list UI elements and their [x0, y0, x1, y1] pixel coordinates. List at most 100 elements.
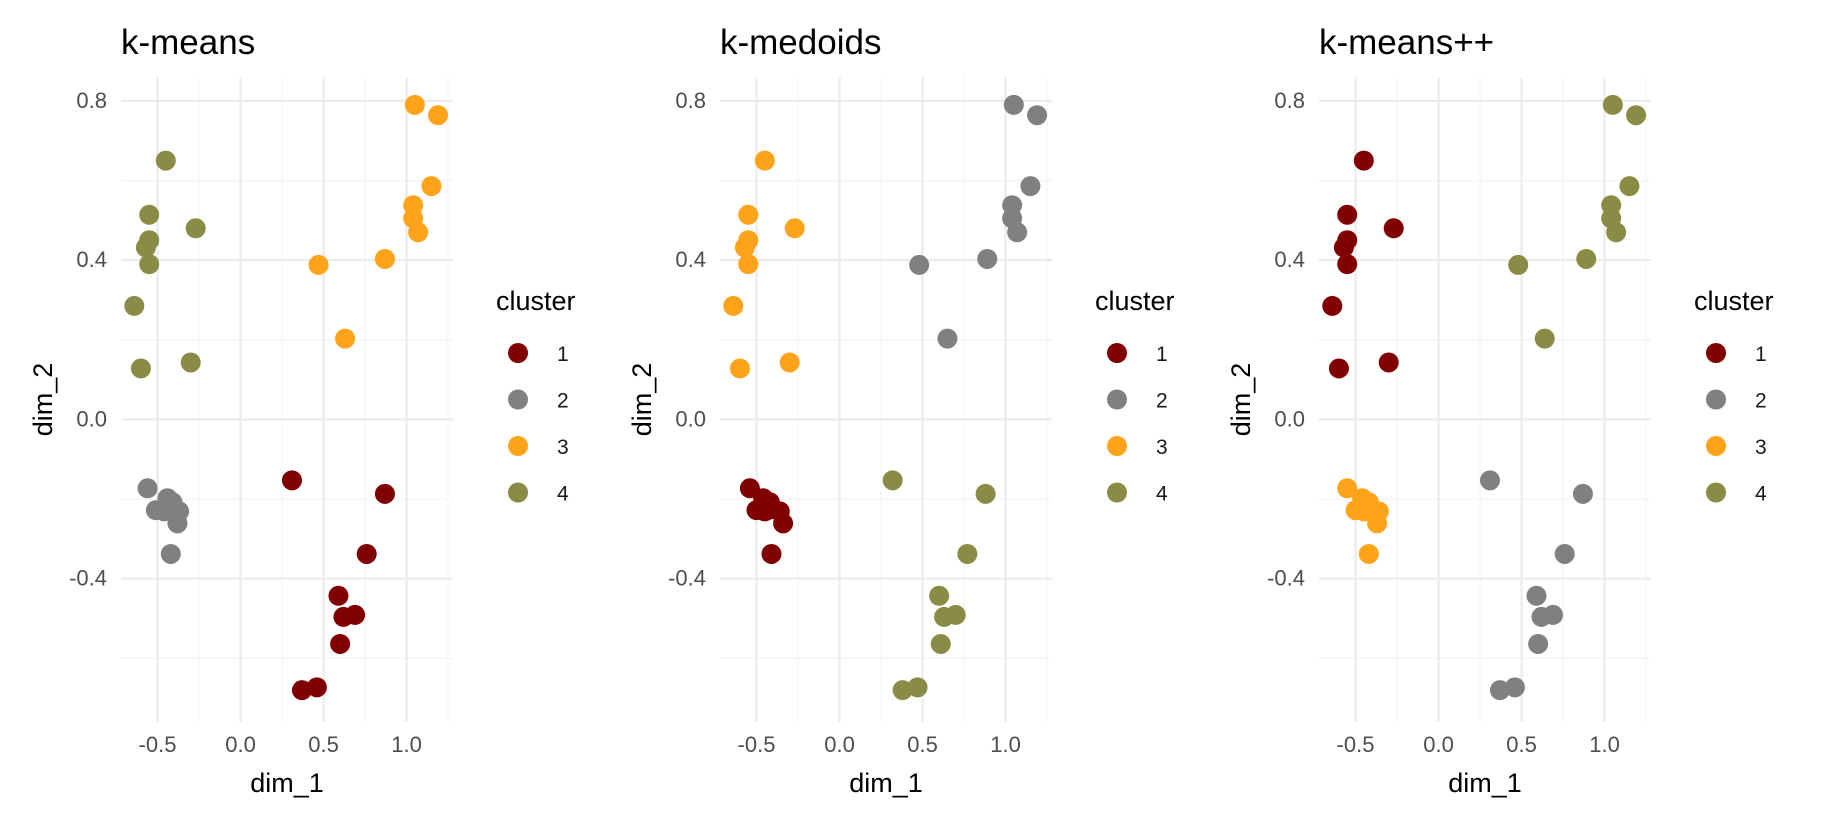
point-cluster-4	[929, 585, 950, 606]
point-cluster-1	[330, 633, 351, 654]
point-cluster-2	[1020, 176, 1041, 197]
legend-label-4: 4	[1156, 483, 1168, 506]
legend-label-4: 4	[1755, 483, 1767, 506]
y-tick-label: 0.0	[76, 406, 107, 431]
point-cluster-3	[723, 295, 744, 316]
point-cluster-4	[185, 218, 206, 239]
point-cluster-3	[308, 254, 329, 275]
point-cluster-1	[356, 543, 377, 564]
legend-label-1: 1	[1156, 343, 1168, 366]
x-axis-title: dim_1	[1448, 768, 1522, 798]
legend-key-1	[1706, 343, 1726, 363]
x-tick-label: 0.0	[824, 732, 855, 757]
x-axis-title: dim_1	[849, 768, 923, 798]
legend-label-1: 1	[557, 343, 569, 366]
legend-label-2: 2	[557, 390, 569, 413]
point-cluster-4	[130, 358, 151, 379]
y-tick-label: 0.4	[76, 247, 107, 272]
legend-title: cluster	[496, 286, 576, 316]
point-cluster-3	[1358, 543, 1379, 564]
legend-label-1: 1	[1755, 343, 1767, 366]
point-cluster-2	[1027, 105, 1048, 126]
point-cluster-4	[139, 204, 160, 225]
point-cluster-3	[738, 254, 759, 275]
legend-key-2	[1107, 389, 1127, 410]
point-cluster-1	[1353, 150, 1374, 171]
point-cluster-4	[1626, 105, 1647, 126]
x-tick-label: 1.0	[990, 732, 1021, 757]
panel-3: -0.5 0.0 0.5 1.0 -0.4 0.0 0.4 0.8 k-means++ dim_1…	[1226, 23, 1774, 798]
y-tick-label: 0.8	[76, 88, 107, 113]
point-cluster-3	[428, 105, 449, 126]
legend-label-4: 4	[557, 483, 569, 506]
point-cluster-1	[306, 677, 327, 698]
x-axis-title: dim_1	[250, 768, 324, 798]
point-cluster-1	[374, 483, 395, 504]
legend-key-2	[1706, 389, 1726, 410]
x-tick-label: -0.5	[1337, 732, 1375, 757]
x-tick-label: -0.5	[738, 732, 776, 757]
x-tick-label: 1.0	[391, 732, 422, 757]
point-cluster-4	[139, 254, 160, 275]
y-tick-label: 0.0	[675, 406, 706, 431]
panel-2: -0.5 0.0 0.5 1.0 -0.4 0.0 0.4 0.8 k-medoids dim_1…	[627, 23, 1175, 798]
legend-label-3: 3	[1755, 436, 1767, 459]
point-cluster-2	[1572, 483, 1593, 504]
point-cluster-1	[291, 680, 312, 701]
point-cluster-1	[1378, 352, 1399, 373]
x-tick-label: 0.5	[1506, 732, 1537, 757]
x-tick-label: 0.0	[1423, 732, 1454, 757]
point-cluster-4	[155, 150, 176, 171]
y-tick-label: 0.8	[1274, 88, 1305, 113]
y-axis-title: dim_2	[627, 363, 657, 437]
point-cluster-4	[1534, 328, 1555, 349]
legend-key-3	[1706, 436, 1726, 456]
point-cluster-3	[1367, 513, 1388, 534]
y-tick-label: -0.4	[668, 566, 706, 591]
point-cluster-1	[761, 543, 782, 564]
point-cluster-1	[328, 585, 349, 606]
x-tick-label: -0.5	[139, 732, 177, 757]
y-tick-label: -0.4	[1267, 566, 1305, 591]
y-tick-label: -0.4	[69, 566, 107, 591]
y-axis-title: dim_2	[1226, 363, 1256, 437]
panel-title: k-means	[121, 23, 255, 62]
point-cluster-1	[1383, 218, 1404, 239]
point-cluster-3	[1337, 478, 1358, 499]
point-cluster-2	[137, 478, 158, 499]
point-cluster-1	[345, 604, 366, 625]
point-cluster-1	[281, 470, 302, 491]
point-cluster-2	[160, 543, 181, 564]
point-cluster-4	[180, 352, 201, 373]
x-tick-label: 0.0	[225, 732, 256, 757]
point-cluster-2	[1003, 94, 1024, 115]
point-cluster-4	[930, 633, 951, 654]
point-cluster-1	[773, 513, 794, 534]
legend-title: cluster	[1694, 286, 1774, 316]
legend-key-3	[508, 436, 528, 456]
legend-key-4	[1107, 482, 1127, 503]
legend-key-4	[508, 482, 528, 503]
point-cluster-3	[784, 218, 805, 239]
legend-key-4	[1706, 482, 1726, 503]
point-cluster-1	[1337, 254, 1358, 275]
point-cluster-2	[1528, 633, 1549, 654]
point-cluster-2	[1526, 585, 1547, 606]
point-cluster-2	[1489, 680, 1510, 701]
point-cluster-2	[977, 248, 998, 269]
legend-label-3: 3	[557, 436, 569, 459]
point-cluster-4	[1619, 176, 1640, 197]
point-cluster-2	[937, 328, 958, 349]
point-cluster-4	[882, 470, 903, 491]
point-cluster-1	[1328, 358, 1349, 379]
point-cluster-4	[124, 295, 145, 316]
point-cluster-2	[1479, 470, 1500, 491]
point-cluster-2	[167, 513, 188, 534]
point-cluster-3	[335, 328, 356, 349]
point-cluster-3	[729, 358, 750, 379]
legend-key-2	[508, 389, 528, 410]
point-cluster-3	[408, 222, 429, 243]
point-cluster-3	[374, 248, 395, 269]
y-axis-title: dim_2	[28, 363, 58, 437]
